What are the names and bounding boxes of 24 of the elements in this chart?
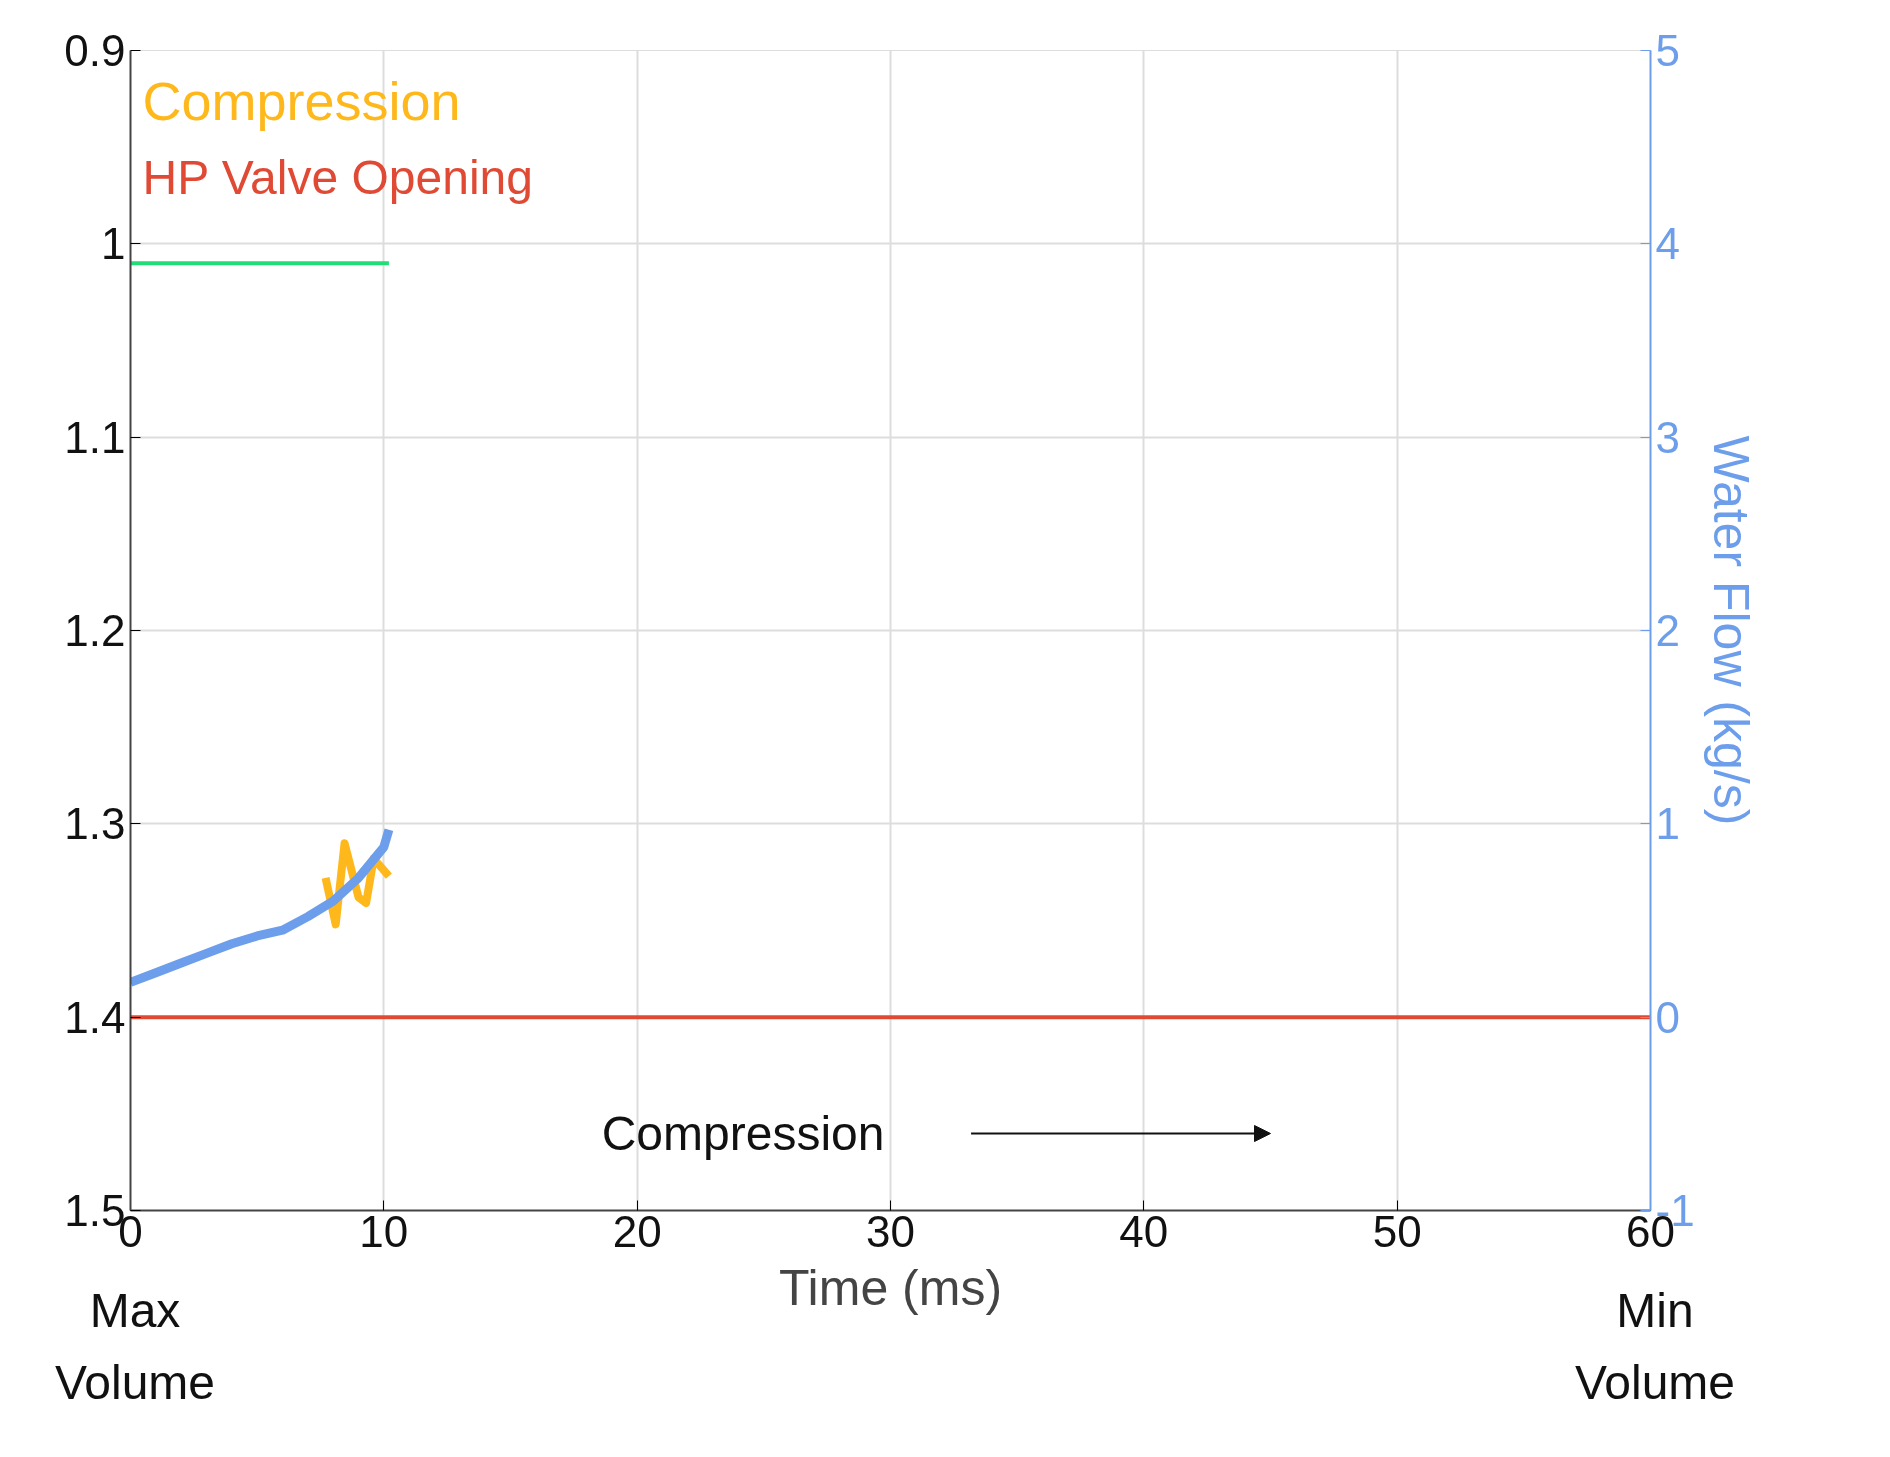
y2-tick-label: 2 [1655, 606, 1680, 655]
y-tick-label: 1 [101, 219, 126, 269]
x-tick-label: 20 [612, 1206, 662, 1256]
y2-tick-label: 0 [1655, 992, 1680, 1042]
x-tick-label: 50 [1372, 1206, 1422, 1256]
y-tick-label: 1.1 [64, 412, 126, 462]
y2-tick-label: 3 [1655, 412, 1680, 462]
x-tick-label: 40 [1119, 1206, 1169, 1256]
y2-tick-label: 1 [1655, 799, 1680, 849]
x-tick-label: 30 [866, 1206, 915, 1256]
text: Max Volume [53, 1283, 217, 1411]
y-tick-label: 1.2 [64, 606, 126, 655]
x-axis-title: Time (ms) [778, 1259, 1003, 1316]
y-tick-label: 1.3 [64, 799, 126, 849]
text: HP Valve Opening [142, 150, 533, 204]
y-tick-label: 1.4 [64, 992, 126, 1042]
y2-axis-title: Water Flow (kg/s) [1702, 435, 1759, 826]
text: Min Volume [1573, 1283, 1737, 1411]
x-tick-label: 10 [359, 1206, 409, 1256]
y2-tick-label: 4 [1655, 219, 1680, 269]
annotation: Compression [601, 1107, 885, 1160]
y2-tick-label: 5 [1655, 26, 1680, 75]
y-tick-label: 0.9 [64, 26, 126, 75]
text: Compression [142, 70, 461, 131]
